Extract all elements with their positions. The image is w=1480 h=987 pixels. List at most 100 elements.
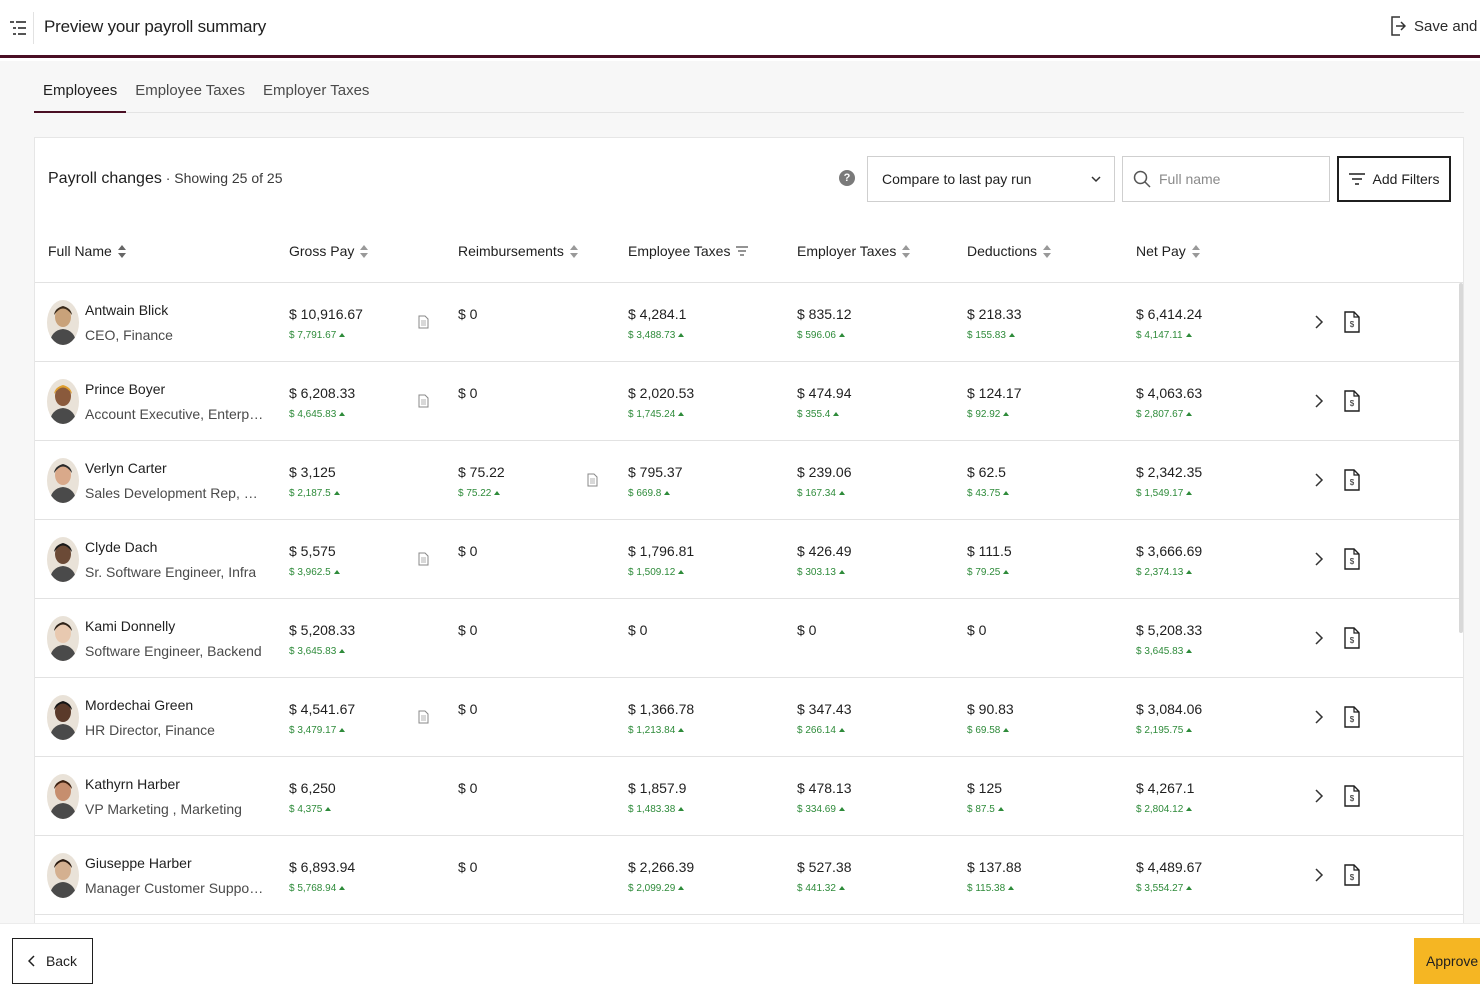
payslip-icon[interactable]: $ (1344, 706, 1360, 728)
table-scrollbar[interactable] (1459, 283, 1463, 633)
employee-name[interactable]: Giuseppe Harber (85, 855, 192, 871)
table-header: Full Name Gross Pay Reimbursements Emplo… (35, 220, 1463, 283)
chevron-right-icon[interactable] (1314, 788, 1324, 804)
save-and-exit-button[interactable]: Save and ex (1390, 16, 1480, 36)
increase-arrow-icon (339, 728, 346, 732)
back-button[interactable]: Back (12, 938, 93, 984)
previous-amount: $ 441.32 (797, 883, 836, 894)
table-row[interactable]: Antwain Blick CEO, Finance $ 10,916.67 $ 7,… (35, 283, 1463, 362)
payslip-icon[interactable]: $ (1344, 785, 1360, 807)
menu-icon[interactable] (9, 19, 27, 37)
table-row[interactable]: Clyde Dach Sr. Software Engineer, Infra $ … (35, 520, 1463, 599)
previous-amount: $ 2,187.5 (289, 488, 331, 499)
er-tax-value: $ 0 (797, 622, 817, 638)
increase-arrow-icon (339, 649, 346, 653)
previous-amount: $ 596.06 (797, 330, 836, 341)
previous-amount: $ 669.8 (628, 488, 662, 499)
payslip-icon[interactable]: $ (1344, 469, 1360, 491)
tab-employee-taxes[interactable]: Employee Taxes (135, 82, 245, 99)
column-header-employee-taxes[interactable]: Employee Taxes (628, 243, 749, 259)
increase-arrow-icon (1186, 491, 1193, 495)
employee-name[interactable]: Verlyn Carter (85, 460, 167, 476)
column-header-full-name[interactable]: Full Name (48, 243, 126, 259)
avatar (47, 379, 79, 424)
ded-previous-value: $ 79.25 (967, 567, 1010, 578)
employee-name[interactable]: Clyde Dach (85, 539, 158, 555)
tab-employees[interactable]: Employees (34, 79, 127, 113)
column-header-gross-pay[interactable]: Gross Pay (289, 243, 369, 259)
chevron-right-icon[interactable] (1314, 867, 1324, 883)
payslip-icon[interactable]: $ (1344, 390, 1360, 412)
gross-previous-value: $ 3,645.83 (289, 646, 346, 657)
document-icon[interactable] (418, 552, 429, 566)
gross-previous-value: $ 5,768.94 (289, 883, 346, 894)
reimb-value: $ 0 (458, 622, 478, 638)
increase-arrow-icon (1003, 728, 1010, 732)
employee-name[interactable]: Kathyrn Harber (85, 776, 180, 792)
tab-bar: Employees Employee Taxes Employer Taxes (34, 79, 1464, 113)
table-row[interactable]: Kami Donnelly Software Engineer, Backend $… (35, 599, 1463, 678)
emp-tax-value: $ 1,366.78 (628, 701, 695, 717)
payslip-icon[interactable]: $ (1344, 548, 1360, 570)
chevron-right-icon[interactable] (1314, 314, 1324, 330)
employee-name[interactable]: Kami Donnelly (85, 618, 176, 634)
emp-tax-previous-value: $ 3,488.73 (628, 330, 685, 341)
document-icon[interactable] (587, 473, 598, 487)
column-header-label: Employee Taxes (628, 243, 731, 259)
column-header-reimbursements[interactable]: Reimbursements (458, 243, 578, 259)
payroll-changes-card: Payroll changes · Showing 25 of 25 ? Com… (34, 137, 1464, 937)
approve-button[interactable]: Approve (1414, 938, 1480, 984)
employee-name[interactable]: Prince Boyer (85, 381, 166, 397)
chevron-right-icon[interactable] (1314, 393, 1324, 409)
table-row[interactable]: Giuseppe Harber Manager Customer Support,… (35, 836, 1463, 915)
previous-amount: $ 3,645.83 (1136, 646, 1184, 657)
payslip-icon[interactable]: $ (1344, 627, 1360, 649)
previous-amount: $ 355.4 (797, 409, 831, 420)
payslip-icon[interactable]: $ (1344, 864, 1360, 886)
header-divider (33, 12, 34, 44)
chevron-right-icon[interactable] (1314, 472, 1324, 488)
increase-arrow-icon (664, 491, 671, 495)
increase-arrow-icon (678, 412, 685, 416)
gross-value: $ 3,125 (289, 464, 336, 480)
previous-amount: $ 3,554.27 (1136, 883, 1184, 894)
net-previous-value: $ 2,804.12 (1136, 804, 1193, 815)
help-icon[interactable]: ? (839, 170, 855, 186)
er-tax-value: $ 347.43 (797, 701, 852, 717)
table-row[interactable]: Mordechai Green HR Director, Finance $ 4,5… (35, 678, 1463, 757)
table-row[interactable]: Verlyn Carter Sales Development Rep, Sale… (35, 441, 1463, 520)
search-input[interactable] (1159, 171, 1319, 187)
employee-role: Sales Development Rep, Sale... (85, 485, 265, 501)
document-icon[interactable] (418, 710, 429, 724)
employee-name[interactable]: Mordechai Green (85, 697, 194, 713)
gross-value: $ 5,575 (289, 543, 336, 559)
column-header-deductions[interactable]: Deductions (967, 243, 1052, 259)
net-value: $ 5,208.33 (1136, 622, 1203, 638)
employee-name[interactable]: Antwain Blick (85, 302, 169, 318)
previous-amount: $ 69.58 (967, 725, 1001, 736)
previous-amount: $ 3,645.83 (289, 646, 337, 657)
employee-role: Software Engineer, Backend (85, 643, 262, 659)
previous-amount: $ 87.5 (967, 804, 995, 815)
tab-employer-taxes[interactable]: Employer Taxes (263, 82, 370, 99)
payslip-icon[interactable]: $ (1344, 311, 1360, 333)
svg-text:$: $ (1350, 873, 1355, 882)
table-row[interactable]: Prince Boyer Account Executive, Enterpris… (35, 362, 1463, 441)
compare-select[interactable]: Compare to last pay run (867, 156, 1115, 202)
table-row[interactable]: Kathyrn Harber VP Marketing , Marketing $ … (35, 757, 1463, 836)
net-previous-value: $ 3,554.27 (1136, 883, 1193, 894)
chevron-left-icon (27, 955, 35, 967)
document-icon[interactable] (418, 315, 429, 329)
document-icon[interactable] (418, 394, 429, 408)
chevron-right-icon[interactable] (1314, 630, 1324, 646)
increase-arrow-icon (1003, 412, 1010, 416)
add-filters-button[interactable]: Add Filters (1337, 156, 1451, 202)
column-header-employer-taxes[interactable]: Employer Taxes (797, 243, 911, 259)
previous-amount: $ 92.92 (967, 409, 1001, 420)
chevron-right-icon[interactable] (1314, 551, 1324, 567)
reimb-value: $ 0 (458, 543, 478, 559)
column-header-net-pay[interactable]: Net Pay (1136, 243, 1200, 259)
chevron-right-icon[interactable] (1314, 709, 1324, 725)
ded-value: $ 124.17 (967, 385, 1022, 401)
add-filters-label: Add Filters (1372, 171, 1440, 187)
